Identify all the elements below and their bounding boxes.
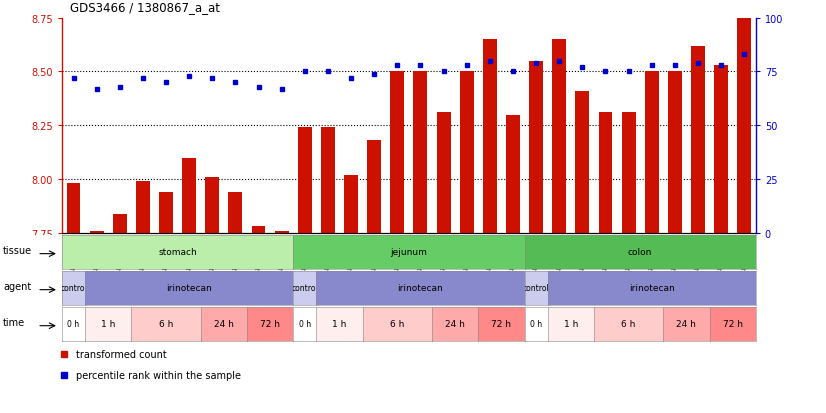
Text: 6 h: 6 h	[390, 320, 405, 329]
Bar	[668, 72, 681, 233]
Text: GDS3466 / 1380867_a_at: GDS3466 / 1380867_a_at	[70, 2, 221, 14]
Text: 24 h: 24 h	[445, 320, 465, 329]
Text: 1 h: 1 h	[332, 320, 347, 329]
Text: 72 h: 72 h	[491, 320, 511, 329]
Text: jejunum: jejunum	[391, 248, 427, 257]
Bar	[714, 66, 728, 233]
Bar	[159, 192, 173, 233]
Text: percentile rank within the sample: percentile rank within the sample	[76, 370, 240, 380]
Text: time: time	[3, 318, 26, 328]
Bar	[645, 72, 658, 233]
Bar	[599, 113, 612, 233]
Bar	[113, 214, 126, 233]
Text: transformed count: transformed count	[76, 349, 166, 359]
Text: irinotecan: irinotecan	[397, 284, 444, 293]
Bar	[67, 184, 80, 233]
Text: 1 h: 1 h	[563, 320, 578, 329]
Bar	[90, 231, 103, 233]
Text: 0 h: 0 h	[299, 320, 311, 329]
Bar	[460, 72, 473, 233]
Text: tissue: tissue	[3, 246, 32, 256]
Text: stomach: stomach	[159, 248, 197, 257]
Text: 72 h: 72 h	[260, 320, 280, 329]
Bar	[437, 113, 450, 233]
Text: control: control	[60, 284, 87, 293]
Bar	[321, 128, 335, 233]
Bar	[391, 72, 404, 233]
Text: 24 h: 24 h	[676, 320, 696, 329]
Text: 1 h: 1 h	[101, 320, 116, 329]
Bar	[576, 92, 589, 233]
Text: colon: colon	[628, 248, 653, 257]
Text: 6 h: 6 h	[621, 320, 636, 329]
Bar	[136, 182, 150, 233]
Text: 0 h: 0 h	[530, 320, 542, 329]
Bar	[506, 115, 520, 233]
Bar	[414, 72, 427, 233]
Bar	[368, 141, 381, 233]
Bar	[553, 40, 566, 233]
Text: 72 h: 72 h	[723, 320, 743, 329]
Bar	[529, 62, 543, 233]
Bar	[229, 192, 242, 233]
Text: 24 h: 24 h	[214, 320, 234, 329]
Text: 0 h: 0 h	[68, 320, 79, 329]
Bar	[275, 231, 288, 233]
Bar	[691, 47, 705, 233]
Text: irinotecan: irinotecan	[629, 284, 675, 293]
Bar	[738, 19, 751, 233]
Bar	[344, 176, 358, 233]
Bar	[183, 158, 196, 233]
Bar	[483, 40, 496, 233]
Text: control: control	[523, 284, 549, 293]
Bar	[298, 128, 311, 233]
Text: irinotecan: irinotecan	[166, 284, 212, 293]
Bar	[622, 113, 635, 233]
Bar	[252, 227, 265, 233]
Text: control: control	[292, 284, 318, 293]
Text: 6 h: 6 h	[159, 320, 173, 329]
Text: agent: agent	[3, 282, 31, 292]
Bar	[206, 178, 219, 233]
